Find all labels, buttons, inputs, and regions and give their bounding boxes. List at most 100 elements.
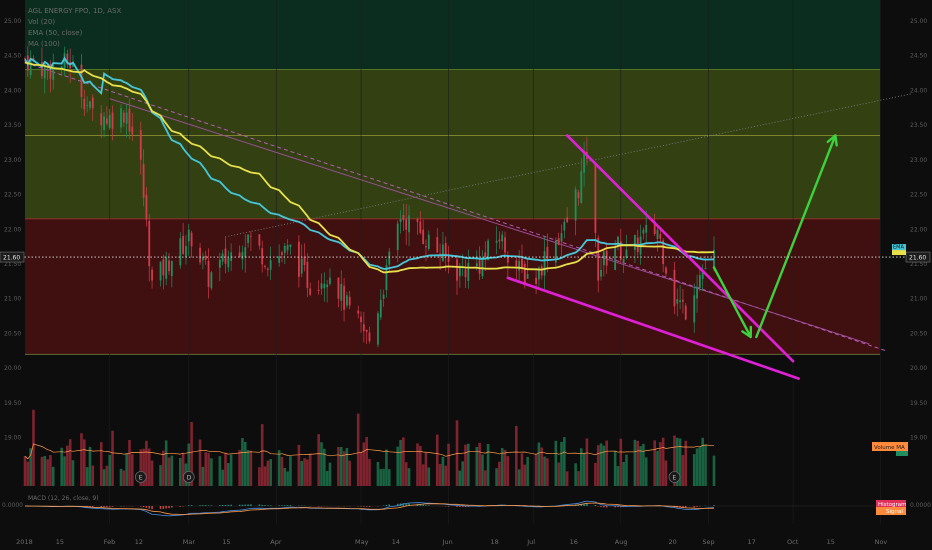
macd-hist-20	[103, 506, 105, 508]
volume-bar-83	[348, 460, 352, 486]
volume-bar-149	[613, 451, 617, 486]
volume-bar-13	[71, 460, 75, 486]
volume-bar-102	[424, 452, 428, 486]
candle-body-169	[693, 295, 696, 323]
volume-bar-60	[260, 424, 264, 486]
candle-body-44	[199, 247, 201, 263]
candle-body-23	[111, 112, 114, 129]
candle-body-62	[266, 268, 269, 270]
volume-bar-121	[500, 447, 504, 486]
macd-hist-50	[221, 504, 224, 506]
candle-body-167	[682, 299, 684, 302]
macd-hist-109	[456, 506, 458, 507]
candle-body-106	[442, 244, 444, 261]
volume-bar-96	[402, 437, 405, 486]
volume-bar-114	[475, 446, 479, 486]
time-tick-11: Jul	[526, 538, 535, 546]
candle-body-108	[447, 258, 450, 262]
price-tick-right-10: 20.50	[910, 330, 927, 337]
volume-bar-169	[692, 454, 696, 486]
volume-bar-16	[85, 467, 89, 486]
volume-bar-115	[478, 442, 481, 486]
candle-body-30	[142, 164, 145, 198]
candle-body-134	[554, 240, 557, 263]
volume-bar-173	[704, 444, 707, 486]
price-tick-right-8: 21.50	[910, 261, 927, 268]
macd-hist-93	[388, 504, 391, 506]
signal-line	[25, 502, 715, 515]
candle-body-166	[679, 300, 682, 303]
volume-bar-46	[204, 452, 208, 486]
candle-body-33	[151, 269, 153, 281]
candle-body-114	[475, 263, 478, 267]
time-tick-2: Feb	[104, 538, 116, 546]
time-tick-1: 15	[56, 538, 64, 546]
candle-body-138	[566, 217, 569, 222]
candle-body-162	[662, 240, 665, 265]
macd-hist-110	[459, 506, 461, 507]
time-tick-3: 12	[135, 538, 143, 546]
volume-bar-123	[506, 456, 510, 486]
candle-body-27	[128, 108, 131, 132]
candle-body-63	[269, 260, 272, 270]
candle-body-126	[521, 258, 523, 268]
price-tick-left-7: 22.00	[4, 226, 21, 233]
candle-body-14	[80, 64, 83, 98]
macd-hist-98	[408, 503, 410, 506]
volume-bar-174	[712, 455, 716, 486]
chart-legend: AGL ENERGY FPO, 1D, ASX Vol (20) EMA (50…	[28, 6, 121, 50]
current-price-tag-left	[0, 251, 25, 263]
volume-bar-54	[238, 449, 241, 486]
price-tick-left-1: 25.00	[4, 18, 21, 25]
projection-arrow-shaft-1	[755, 134, 837, 339]
time-tick-6: Apr	[270, 538, 282, 546]
volume-bar-72	[306, 459, 309, 486]
macd-hist-30	[142, 506, 145, 508]
candle-body-110	[458, 265, 461, 277]
volume-bar-126	[520, 453, 524, 486]
volume-bar-133	[546, 458, 549, 486]
volume-bar-135	[557, 462, 560, 486]
volume-bar-131	[540, 447, 544, 486]
price-tick-right-5: 23.00	[910, 157, 927, 164]
time-tick-17: Oct	[787, 538, 799, 546]
volume-bar-148	[605, 440, 608, 486]
event-marker-2	[668, 471, 681, 483]
macd-hist-37	[168, 506, 170, 509]
candle-body-42	[187, 229, 190, 242]
volume-bar-112	[464, 444, 467, 486]
candle-body-7	[49, 63, 52, 79]
price-tick-right-11: 20.00	[910, 365, 927, 372]
candle-body-48	[210, 272, 213, 289]
volume-bar-154	[633, 439, 637, 486]
macd-hist-140	[577, 504, 580, 506]
volume-bar-1	[26, 461, 30, 486]
ma-tag	[892, 250, 906, 256]
candle-body-172	[701, 271, 704, 280]
candle-body-174	[713, 249, 715, 268]
candle-body-117	[484, 252, 487, 257]
volume-bar-5	[43, 455, 47, 486]
volume-bar-4	[40, 456, 44, 486]
macd-hist-168	[684, 506, 687, 508]
candle-body-124	[515, 260, 518, 267]
candle-body-112	[464, 269, 467, 278]
macd-hist-33	[151, 506, 153, 510]
candle-body-146	[600, 269, 602, 277]
legend-ema: EMA (50, close)	[28, 29, 83, 37]
candle-body-40	[182, 236, 185, 255]
candle-body-118	[487, 240, 489, 261]
volume-bar-147	[602, 445, 606, 486]
volume-bar-119	[495, 468, 498, 486]
volume-bar-95	[399, 439, 402, 486]
volume-bar-8	[51, 466, 55, 486]
candle-body-131	[540, 266, 543, 276]
candle-body-69	[298, 241, 300, 277]
volume-bar-94	[396, 446, 400, 486]
candle-body-16	[86, 105, 89, 107]
ma-path	[24, 61, 715, 274]
trendline-1	[109, 98, 870, 345]
candle-body-153	[625, 249, 628, 258]
macd-hist-63	[269, 505, 272, 506]
